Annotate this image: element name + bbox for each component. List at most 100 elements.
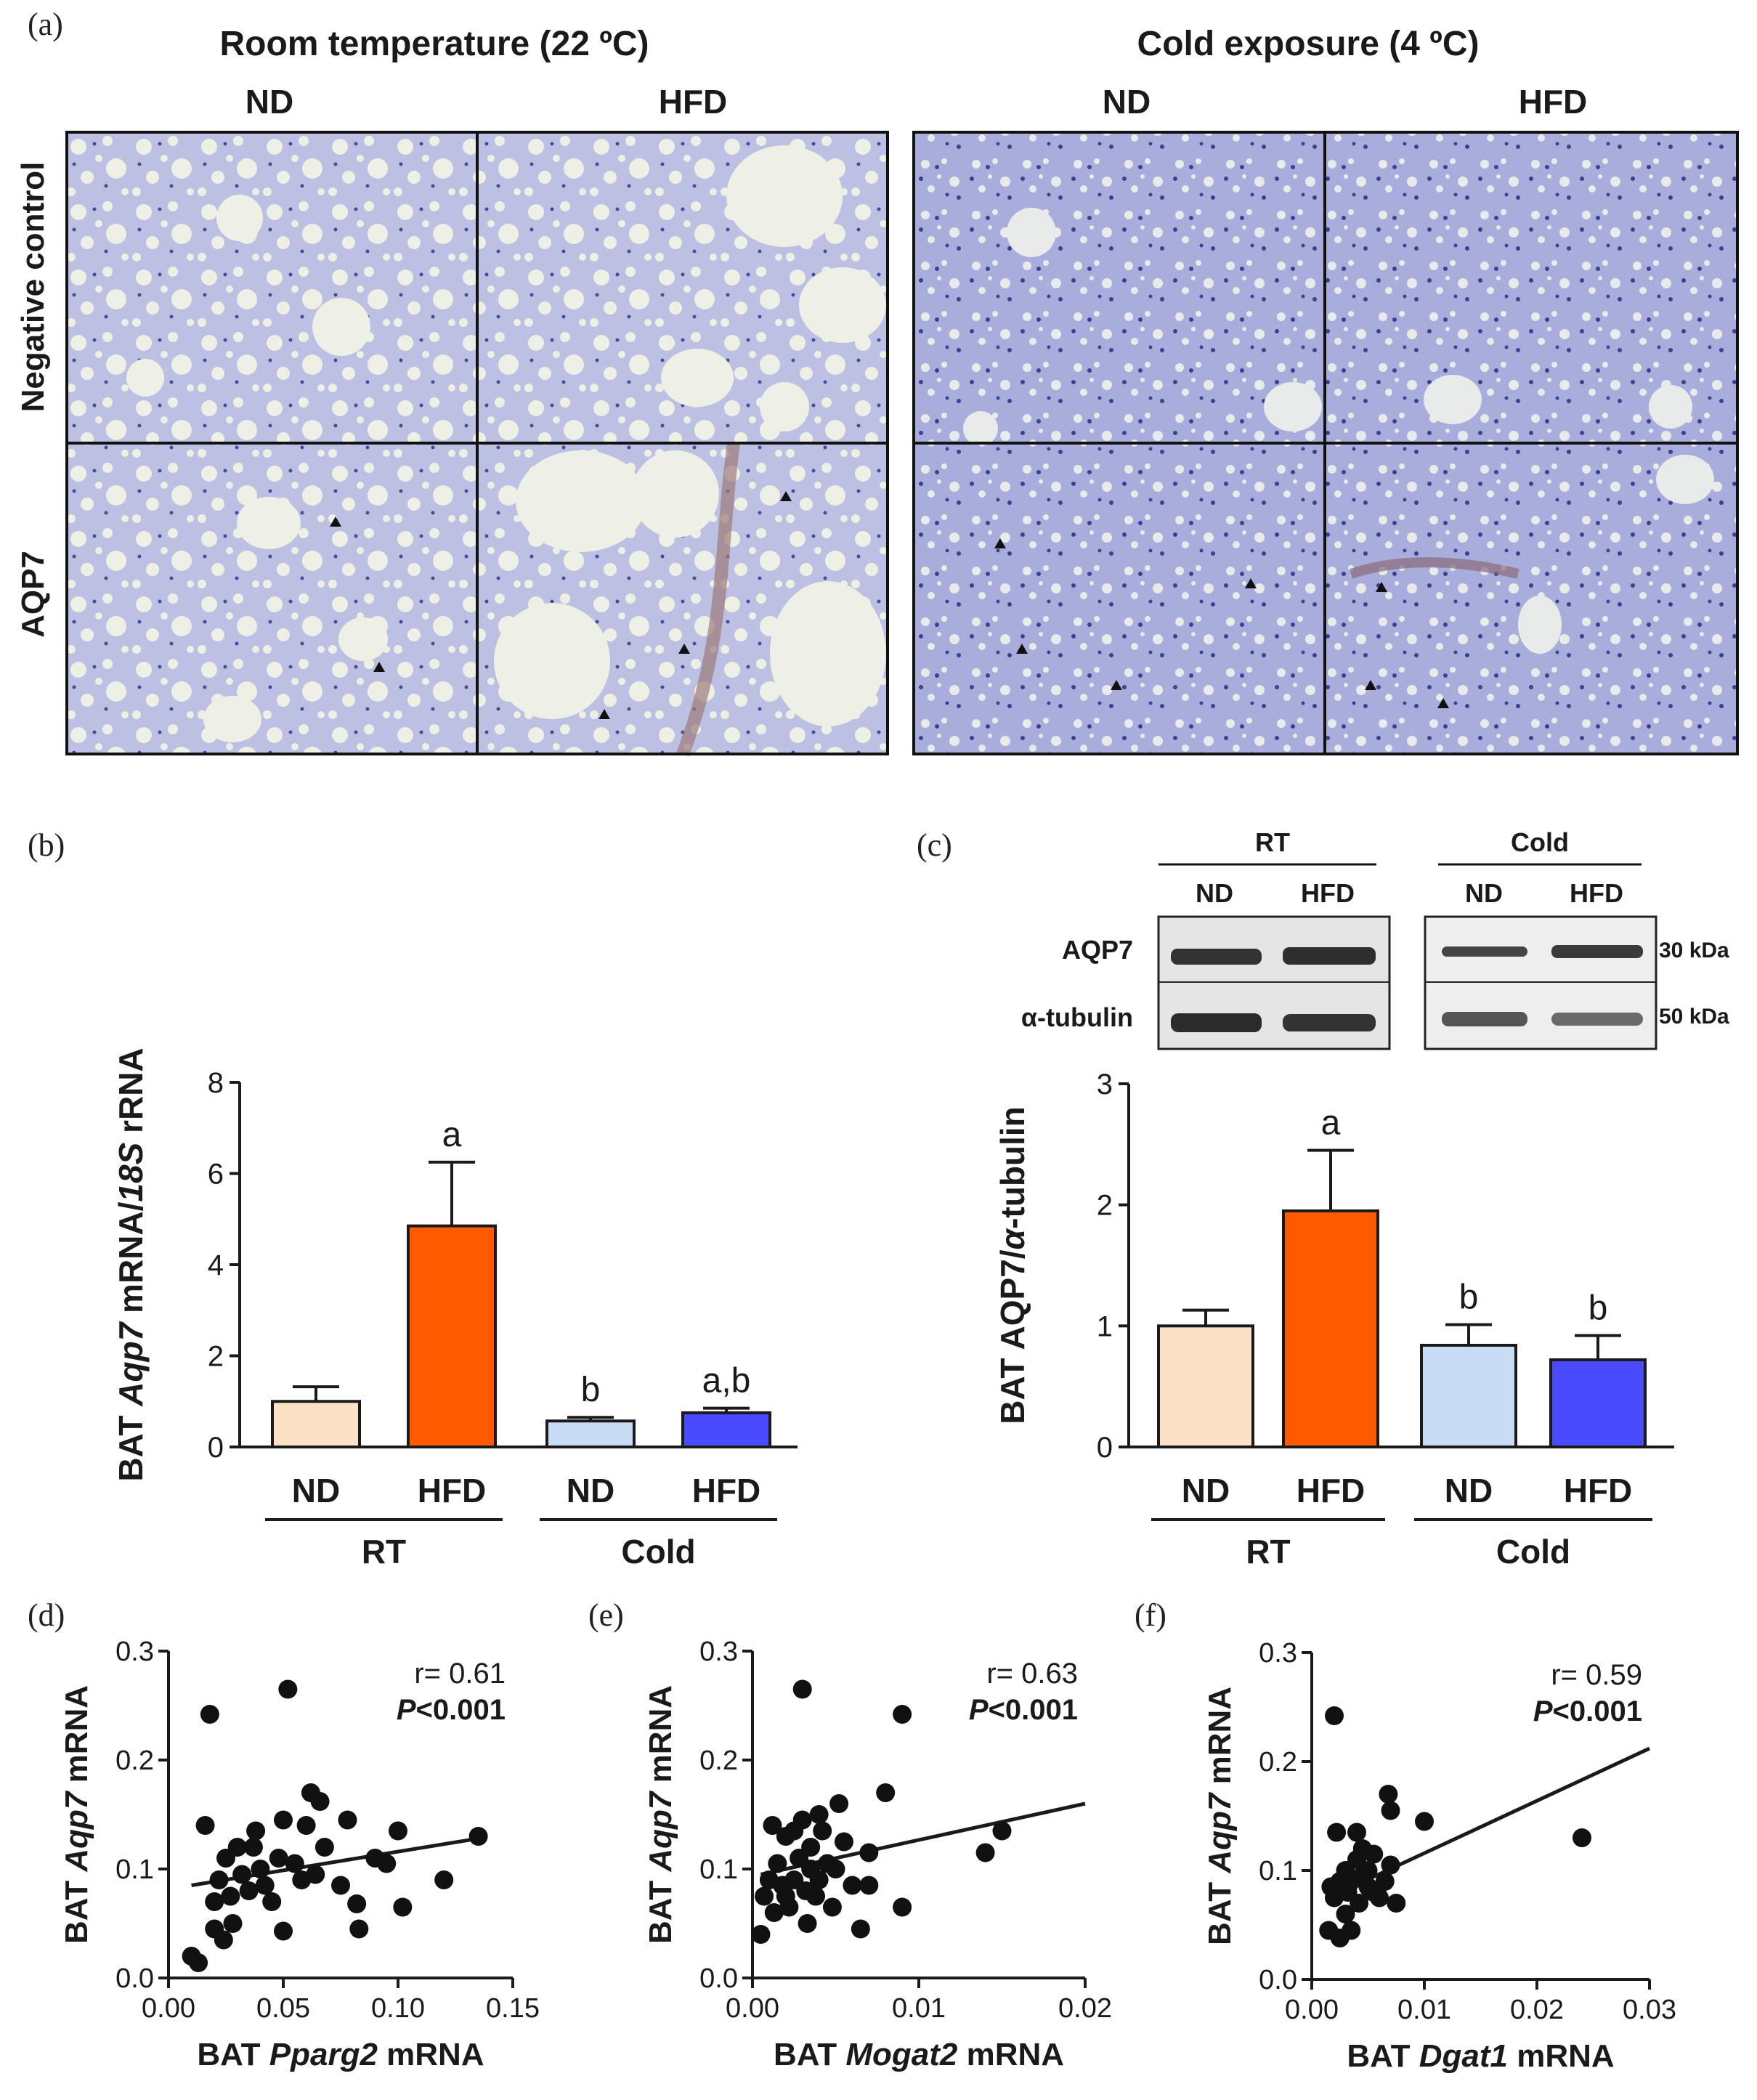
data-point [195,1816,215,1835]
row-label-aqp7: AQP7 [15,551,51,638]
x-tick-label: 0.03 [1623,1995,1676,2025]
row-label-negative-control: Negative control [15,162,51,413]
x-tick-label: 0.00 [1285,1995,1339,2025]
blot-row-label-tubulin: α-tubulin [1021,1002,1133,1032]
data-point [859,1876,879,1895]
data-point [205,1892,224,1911]
data-point [221,1886,240,1906]
data-point [1358,1861,1378,1880]
data-point [893,1705,912,1724]
y-tick-label: 0.0 [699,1963,738,1994]
x-category-label: HFD [692,1472,761,1509]
y-tick-label: 0.0 [1259,1965,1297,1995]
blot-lane-label-cold-nd: ND [1465,878,1503,908]
data-point [975,1843,995,1862]
blot-band-aqp7-rt-hfd [1283,947,1376,965]
scatter-chart-dgat1: 0.00 0.01 0.02 0.03 0.0 0.1 0.2 0.3 BAT Dgat1 mR… [1202,1638,1676,2074]
data-point [274,1921,293,1941]
data-point [315,1838,334,1857]
y-tick-label: 0.3 [1259,1638,1297,1669]
data-point [209,1870,229,1889]
data-point [434,1870,454,1889]
data-point [269,1849,288,1868]
data-point [809,1870,829,1889]
data-point [893,1897,912,1917]
y-axis-label: BAT Aqp7 mRNA [1202,1687,1238,1945]
x-category-label: ND [567,1472,614,1509]
x-axis-label: BAT Dgat1 mRNA [1347,2038,1614,2074]
data-point [826,1860,845,1878]
blot-band-aqp7-cold-nd [1442,946,1527,957]
blot-band-tubulin-rt-hfd [1283,1014,1376,1031]
y-tick-label: 0.0 [115,1963,154,1994]
blot-band-tubulin-cold-nd [1442,1012,1527,1026]
p-value: P<0.001 [397,1694,506,1726]
bar-cold-nd [545,1419,636,1449]
correlation-r: r= 0.61 [414,1658,506,1690]
data-point [227,1838,247,1857]
regression-line [1328,1746,1651,1900]
data-point [755,1886,774,1906]
data-point [851,1919,870,1939]
data-point [1350,1894,1369,1913]
x-tick-label: 0.02 [1058,1993,1112,2024]
x-tick-label: 0.02 [1510,1995,1564,2025]
data-point [834,1832,853,1852]
data-point [1415,1812,1434,1831]
data-point [1370,1888,1389,1908]
y-axis-label: BAT Aqp7 mRNA [643,1685,678,1944]
data-point [377,1854,397,1873]
significance-letter: b [581,1371,601,1409]
group-header-room-temperature: Room temperature (22 ºC) [220,25,649,63]
bar-chart-aqp7-mrna: 0 2 4 6 8 BAT Aqp7 mRNA/18S rRNA ND a HFD b ND a,b H… [112,1047,798,1570]
x-axis-label: BAT Mogat2 mRNA [774,2037,1064,2072]
micrograph-rt-hfd-aqp7 [477,442,888,757]
group-label-cold: Cold [621,1533,695,1570]
y-axis-label: BAT Aqp7 mRNA [59,1685,94,1944]
bar-rt-hfd [1282,1209,1379,1448]
y-tick-label: 2 [208,1341,224,1373]
data-point [822,1897,842,1917]
column-header-rt-nd: ND [246,83,293,121]
data-point [189,1953,208,1972]
data-point [274,1810,293,1830]
data-point [792,1679,812,1699]
micrograph-cold-nd-negative [914,132,1325,446]
correlation-r: r= 0.59 [1551,1659,1642,1691]
data-point [239,1881,259,1900]
data-point [859,1843,879,1862]
data-point [764,1903,784,1922]
x-category-label: HFD [1564,1472,1633,1509]
data-point [243,1838,263,1857]
data-point [278,1679,298,1699]
data-point [806,1886,826,1906]
data-point [1325,1706,1344,1725]
data-point [1381,1855,1400,1875]
y-tick-label: 2 [1097,1190,1113,1222]
y-axis-label: BAT Aqp7 mRNA/18S rRNA [112,1047,150,1481]
significance-letter: b [1588,1289,1608,1328]
y-tick-label: 0.3 [115,1637,154,1667]
data-point [809,1805,829,1824]
data-point [347,1894,367,1913]
data-point [255,1876,275,1895]
data-point [1364,1844,1384,1864]
data-point [813,1821,832,1841]
data-point [1342,1921,1361,1940]
data-point [214,1930,233,1950]
micrograph-rt-hfd-negative [477,132,888,443]
y-axis-label: BAT AQP7/α-tubulin [994,1106,1031,1424]
data-point [798,1914,817,1933]
bar-rt-hfd [407,1224,497,1448]
x-category-label: ND [292,1472,340,1509]
significance-letter: b [1459,1278,1479,1317]
data-point [1336,1905,1355,1923]
data-point [1387,1894,1406,1913]
bar-cold-hfd [681,1411,771,1448]
y-tick-label: 3 [1097,1069,1113,1100]
data-point [751,1925,771,1944]
scatter-chart-mogat2: 0.00 0.01 0.02 0.0 0.1 0.2 0.3 BAT Mogat2 mRNA B… [643,1637,1112,2072]
data-point [393,1897,413,1917]
data-point [389,1821,407,1841]
